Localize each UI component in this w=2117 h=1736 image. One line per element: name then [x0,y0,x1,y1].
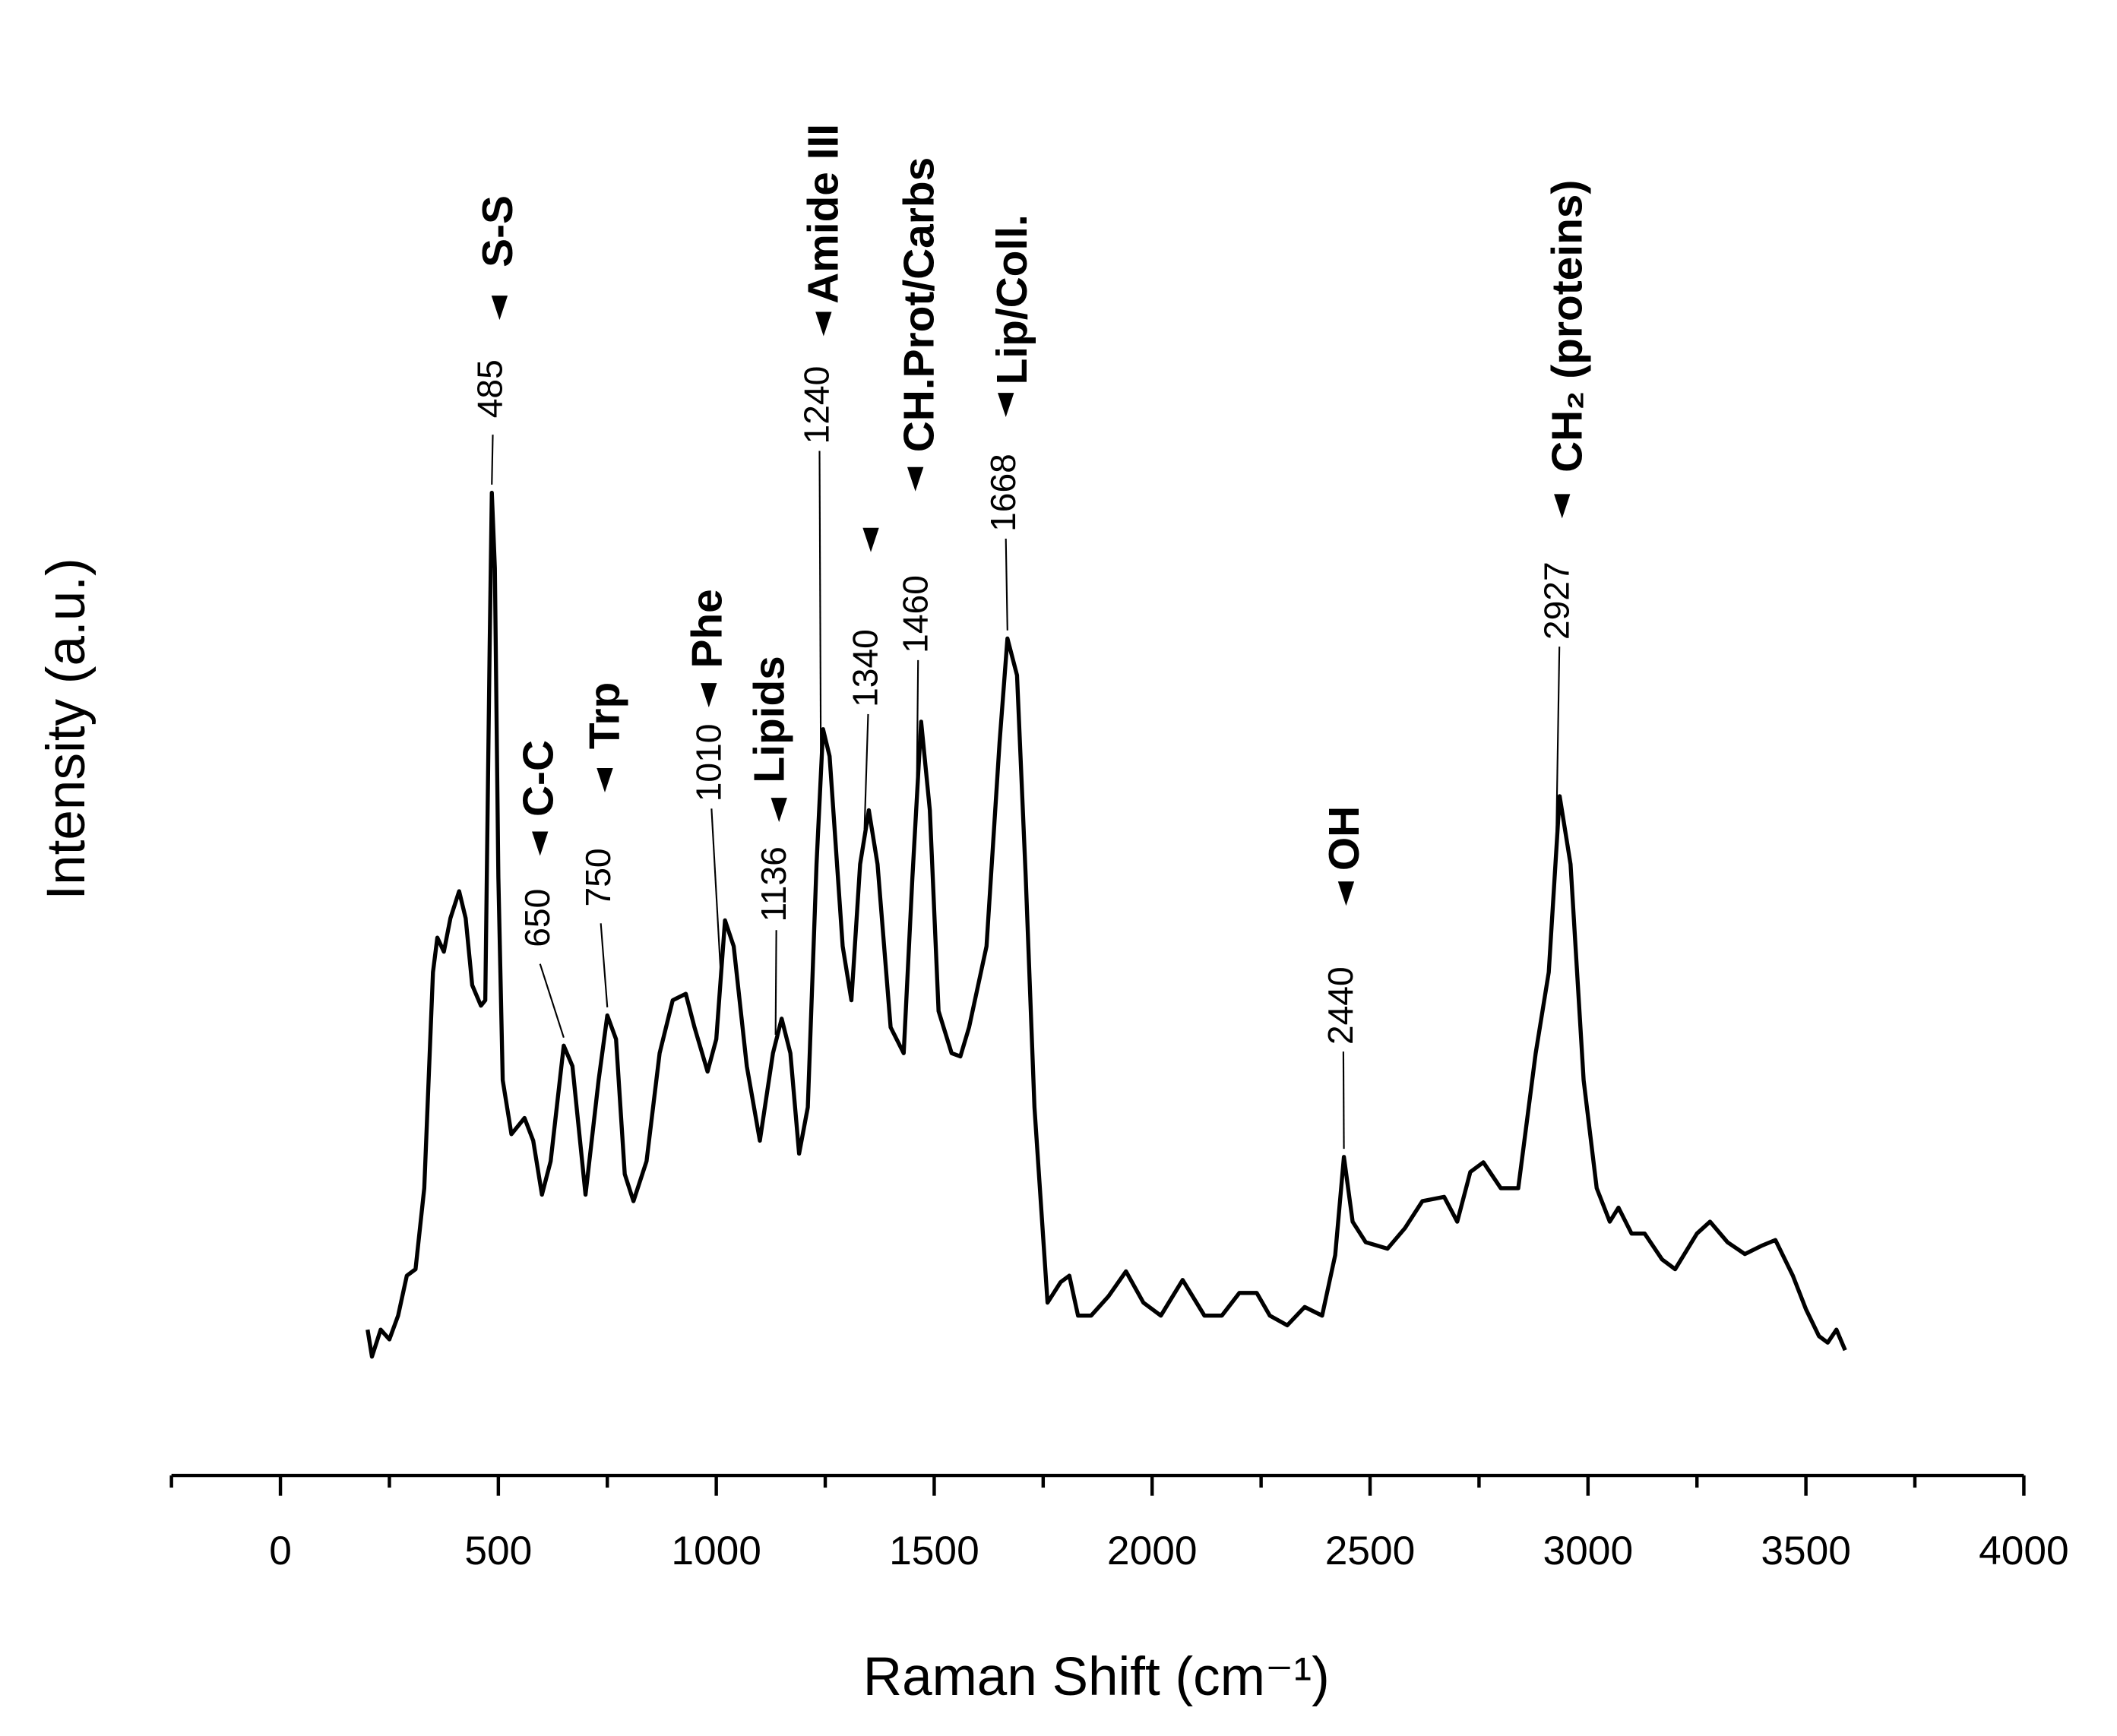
arrow [815,311,832,337]
leader-line [916,659,919,792]
peak-position: 2927 [1536,561,1576,640]
peak-position: 1136 [754,846,793,922]
leader-line [818,451,822,767]
arrow [701,683,717,708]
leader-line [863,713,869,830]
peak-name: Phe [684,589,732,668]
x-tick-label: 3500 [1761,1529,1851,1573]
peak-name: OH [1321,806,1369,871]
arrow [491,296,508,321]
peak-name: CH.Prot/Carbs [896,157,944,453]
leader-line [539,963,565,1038]
peak-name: Trp [581,682,629,749]
arrow [532,831,549,856]
peak-position: 1460 [895,575,935,653]
peak-position: 1340 [846,629,885,707]
leader-line [1005,538,1008,631]
x-tick-label: 1500 [889,1529,979,1573]
x-axis-label: Raman Shift (cm⁻¹) [863,1647,1330,1707]
x-tick-label: 4000 [1979,1529,2069,1573]
leader-line [774,930,777,1035]
peak-name: Lipids [745,656,793,783]
leader-line [600,923,609,1007]
leader-line [1555,647,1561,845]
arrow [596,768,613,792]
arrow [1554,494,1571,519]
arrow [771,798,787,823]
peak-position: 485 [470,359,510,418]
leader-line [710,808,722,972]
leader-line [1342,1051,1345,1149]
arrow [862,527,879,552]
arrow [998,393,1014,418]
y-axis-label: Intensity (a.u.) [36,558,97,900]
x-tick-label: 1000 [671,1529,761,1573]
peak-name: CH₂ (proteins) [1543,180,1591,473]
arrow [1337,881,1355,906]
peak-name: Lip/Coll. [989,214,1036,384]
peak-name: S-S [474,195,522,267]
x-tick-label: 3000 [1543,1529,1634,1573]
spectrum-line [365,490,1847,1359]
peak-position: 2440 [1321,966,1360,1045]
x-tick-label: 0 [269,1529,292,1573]
peak-name: Amide III [799,124,847,304]
peak-position: 1668 [983,454,1023,532]
x-tick-label: 2500 [1325,1529,1416,1573]
x-tick-label: 2000 [1107,1529,1198,1573]
peak-position: 1240 [797,366,837,444]
peak-position: 750 [578,848,618,906]
peak-position: 650 [517,889,557,947]
peak-position: 1010 [689,724,729,802]
x-tick-label: 500 [464,1529,532,1573]
peak-name: C-C [515,740,563,817]
arrow [907,466,924,492]
